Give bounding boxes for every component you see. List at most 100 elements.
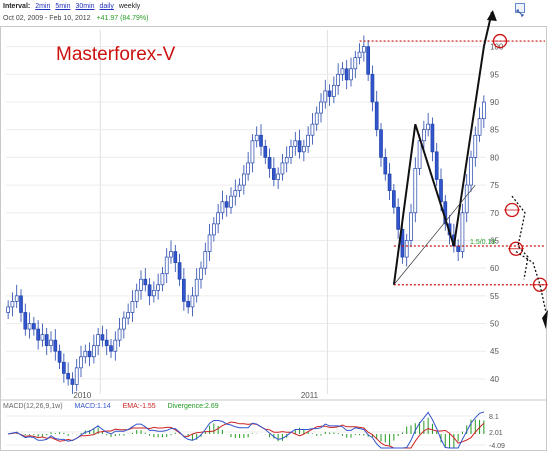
candle-body [314, 112, 319, 125]
macd-tick-label: -4.09 [489, 443, 505, 450]
y-tick-label: 75 [490, 181, 499, 190]
interval-weekly-current: weekly [118, 3, 141, 10]
candle-body [164, 256, 169, 275]
candle-body [263, 145, 268, 158]
y-tick-label: 40 [490, 375, 499, 384]
candle-body [113, 339, 118, 352]
y-tick-label: 45 [490, 347, 499, 356]
y-tick-label: 65 [490, 236, 499, 245]
candle-body [19, 295, 23, 313]
candle-body [379, 129, 383, 158]
candle-body [400, 229, 405, 258]
interval-2min-link[interactable]: 2min [35, 3, 51, 10]
candle-body [109, 345, 113, 352]
candle-body [207, 234, 212, 252]
candle-body [242, 173, 246, 186]
candle-body [383, 157, 388, 175]
candle-body [289, 145, 293, 158]
expand-icon[interactable] [515, 3, 525, 17]
candle-body [186, 301, 190, 308]
candle-body [79, 356, 83, 369]
interval-30min-link[interactable]: 30min [75, 3, 95, 10]
y-tick-label: 90 [490, 98, 499, 107]
dotted-arrow-1 [511, 195, 529, 280]
candle-body [14, 295, 19, 302]
candle-body [366, 46, 370, 75]
candle-body [422, 129, 426, 142]
candle-body [23, 312, 28, 330]
candle-body [464, 184, 469, 214]
date-range-row: Oct 02, 2009 - Feb 10, 2012 +41.97 (84.7… [3, 15, 148, 22]
candle-body [224, 201, 229, 208]
candle-body [370, 73, 375, 103]
candle-body [254, 134, 259, 142]
candle-body [152, 289, 156, 297]
candle-body [272, 168, 276, 180]
candle-body [409, 212, 413, 241]
candle-body [267, 157, 272, 169]
dotted-arrow-2 [515, 250, 547, 313]
candle-body [177, 262, 182, 280]
candle-body [340, 68, 345, 75]
candle-body [336, 73, 340, 86]
candle-body [182, 278, 186, 302]
candle-body [302, 145, 306, 153]
candle-body [66, 373, 70, 380]
candle-body [36, 328, 40, 341]
macd-line [7, 411, 485, 449]
candle-body [173, 251, 178, 263]
candle-body [96, 334, 100, 347]
candle-body [27, 323, 32, 330]
y-tick-label: 50 [490, 320, 499, 329]
candle-body [156, 284, 160, 291]
ema-value: EMA:-1.55 [122, 403, 156, 410]
candle-body [190, 295, 195, 308]
zigzag-pattern [392, 46, 485, 285]
candle-body [357, 51, 362, 59]
macd-value: MACD:1.14 [74, 403, 111, 410]
chart-header: Interval: 2min 5min 30min daily weekly O… [0, 0, 520, 30]
candle-body [134, 289, 139, 302]
candle-body [122, 317, 126, 330]
candle-body [70, 378, 75, 385]
candle-body [456, 245, 460, 252]
candle-body [237, 184, 242, 191]
candle-body [100, 334, 105, 341]
candle-body [49, 339, 53, 347]
candle-body [194, 278, 199, 297]
candle-body [310, 123, 315, 136]
candle-body [6, 306, 10, 313]
candle-body [62, 361, 66, 374]
ema-line [8, 421, 485, 449]
candle-body [276, 173, 280, 180]
candle-body [297, 140, 302, 153]
candle-body [280, 162, 285, 175]
candle-body [104, 339, 109, 347]
candle-body [130, 301, 135, 313]
interval-5min-link[interactable]: 5min [55, 3, 71, 10]
candle-body [53, 339, 58, 352]
macd-tick-label: 8.1 [489, 414, 499, 421]
y-tick-label: 95 [490, 70, 499, 79]
candle-body [199, 267, 203, 280]
interval-daily-link[interactable]: daily [99, 3, 114, 10]
candle-body [327, 90, 332, 97]
price-change: +41.97 (84.79%) [96, 15, 149, 22]
y-tick-label: 70 [490, 209, 499, 218]
candle-body [460, 212, 465, 252]
chart-frame [0, 26, 547, 451]
candle-body [473, 134, 478, 158]
candle-body [126, 312, 130, 319]
candle-body [44, 334, 49, 347]
candle-body [293, 140, 298, 147]
candle-body [417, 140, 422, 169]
divergence-value: Divergence:2.69 [167, 403, 219, 410]
candle-body [413, 168, 418, 214]
level-label: 1.5/0.19 [470, 239, 495, 246]
macd-tick-label: 2.01 [489, 430, 503, 437]
candle-body [306, 134, 310, 147]
candle-body [212, 223, 216, 236]
brand-watermark: Masterforex-V [56, 44, 176, 65]
dotted-arrow-head [542, 309, 548, 330]
